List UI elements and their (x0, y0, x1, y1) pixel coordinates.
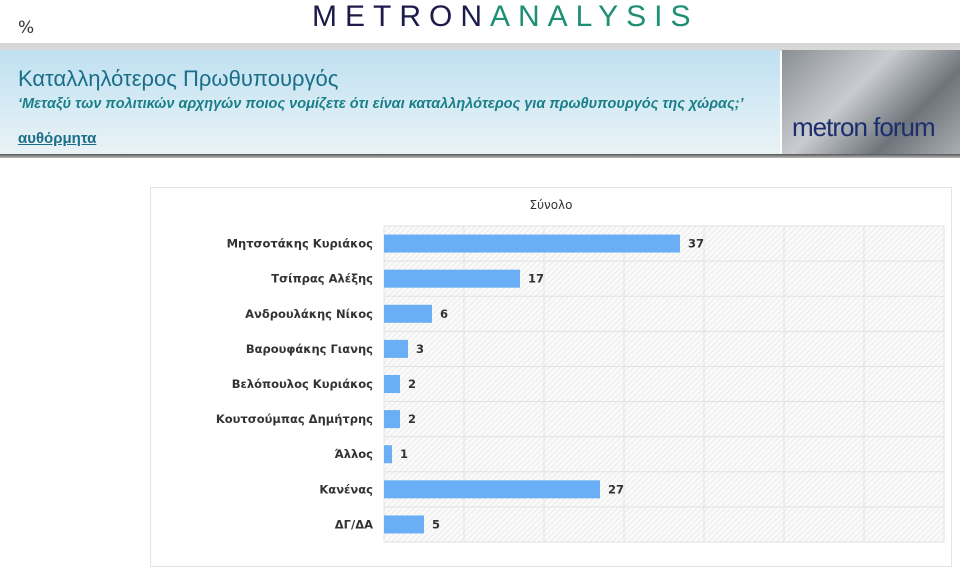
bar (384, 515, 424, 534)
data-label: 17 (528, 272, 544, 286)
category-label: Βαρουφάκης Γιανης (246, 342, 373, 356)
bar (384, 445, 392, 464)
bar (384, 269, 520, 288)
chart-title: Σύνολο (529, 198, 572, 212)
data-label: 27 (608, 482, 624, 496)
question-text: ‘Μεταξύ των πολιτικών αρχηγών ποιος νομί… (18, 96, 744, 112)
percent-label: % (18, 18, 35, 38)
bar (384, 375, 400, 393)
bar (384, 410, 400, 429)
bar (384, 234, 680, 253)
category-label: Βελόπουλος Κυριάκος (232, 377, 373, 391)
banner-shadow (0, 154, 960, 158)
category-label: ΔΓ/ΔΑ (335, 517, 373, 531)
spontaneous-link[interactable]: αυθόρμητα (18, 130, 97, 147)
banner (0, 50, 780, 154)
data-label: 37 (688, 237, 704, 251)
data-label: 2 (408, 377, 416, 391)
category-label: Ανδρουλάκης Νίκος (245, 307, 373, 321)
category-label: Κανένας (319, 482, 373, 496)
metron-forum-image: metron forum (782, 50, 960, 154)
data-label: 1 (400, 447, 408, 461)
divider (0, 43, 960, 51)
data-label: 5 (432, 517, 440, 531)
bar (384, 480, 600, 499)
data-label: 3 (416, 342, 424, 356)
data-label: 2 (408, 412, 416, 426)
metron-analysis-logo: METRONANALYSIS (312, 0, 699, 33)
bar-chart: Σύνολο Μητσοτάκης Κυριάκος 37 Τσίπρας Αλέξ… (216, 198, 945, 543)
category-label: Τσίπρας Αλέξης (271, 272, 373, 286)
bar (384, 339, 408, 358)
top-bar: % METRONANALYSIS (0, 0, 960, 42)
page-title: Καταλληλότερος Πρωθυπουργός (18, 66, 339, 91)
category-label: Άλλος (335, 447, 374, 461)
data-label: 6 (440, 307, 448, 321)
category-label: Μητσοτάκης Κυριάκος (227, 237, 374, 251)
chart-container: Σύνολο Μητσοτάκης Κυριάκος 37 Τσίπρας Αλέξ… (150, 187, 952, 567)
category-label: Κουτσούμπας Δημήτρης (216, 412, 373, 426)
bar (384, 304, 432, 323)
